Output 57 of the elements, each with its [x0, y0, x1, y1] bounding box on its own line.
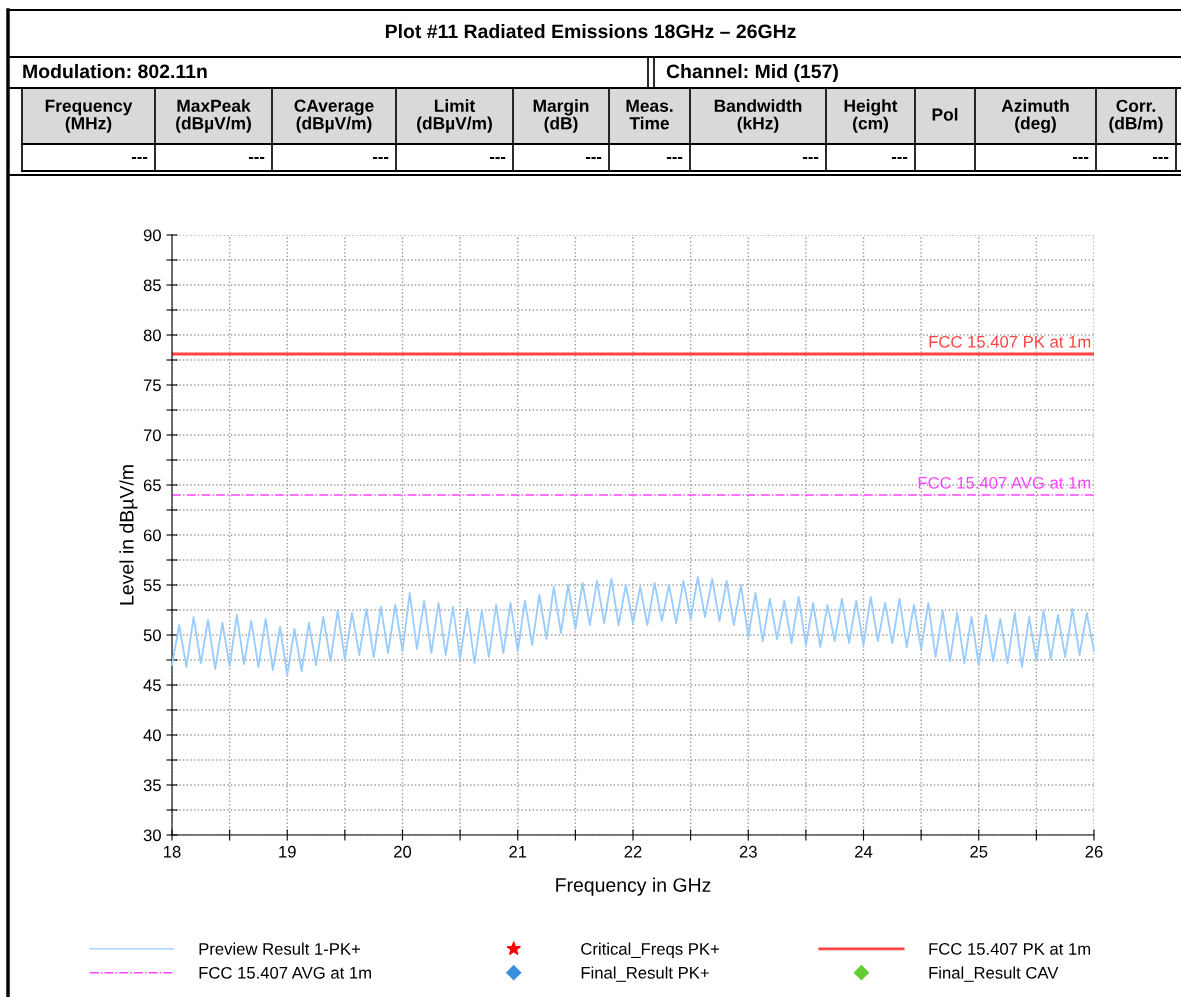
text: FCC 15.407 PK at 1m: [929, 943, 1091, 955]
chart-title: Plot #11 Radiated Emissions 18GHz – 26GHz: [385, 23, 796, 39]
y-axis-title: Level in dBµV/m: [119, 465, 138, 605]
legend-label: Preview Result 1-PK+: [199, 942, 360, 955]
text: CAverage (dBµV/m): [294, 99, 374, 133]
y-tick-label: 45: [143, 679, 161, 692]
y-tick-label: 90: [143, 229, 161, 242]
x-tick-label: 26: [1085, 845, 1103, 858]
text: FCC 15.407 AVG at 1m: [199, 966, 371, 979]
text: ---: [131, 156, 148, 159]
y-tick-label: 60: [143, 529, 161, 542]
x-tick-label: 18: [164, 845, 181, 858]
text: Azimuth (deg): [1001, 99, 1069, 133]
x-tick-label: 23: [739, 845, 757, 858]
text: ---: [1152, 156, 1169, 159]
text: Height (cm): [844, 99, 898, 133]
text: ---: [891, 156, 908, 159]
text: Margin (dB): [533, 99, 589, 133]
text: ---: [489, 156, 506, 159]
x-tick-label: 22: [624, 845, 642, 858]
text: Frequency (MHz): [45, 99, 133, 133]
text: Final_Result CAV: [929, 966, 1059, 982]
y-tick-label: 85: [143, 279, 161, 292]
text: Limit (dBµV/m): [417, 99, 492, 133]
y-tick-label: 65: [143, 479, 161, 492]
y-tick-label: 50: [143, 629, 161, 642]
text: Bandwidth (kHz): [714, 99, 802, 133]
y-tick-label: 35: [143, 779, 161, 792]
y-tick-label: 70: [143, 429, 161, 442]
x-tick-label: 24: [855, 845, 873, 858]
y-tick-label: 75: [143, 379, 161, 392]
text: Meas. Time: [626, 99, 673, 130]
text: ---: [802, 156, 819, 159]
line-series: [171, 576, 1095, 676]
x-tick-label: 25: [970, 845, 988, 858]
text: Corr. (dB/m): [1109, 99, 1163, 133]
ref-line-label: FCC 15.407 PK at 1m: [929, 335, 1091, 348]
text: ---: [1072, 156, 1089, 159]
y-tick-label: 40: [143, 729, 161, 742]
y-tick-label: 55: [143, 579, 161, 592]
text: Channel: Mid (157): [666, 63, 838, 83]
text: Final_Result PK+: [581, 966, 709, 982]
x-tick-label: 20: [394, 845, 412, 858]
ref-line-label: FCC 15.407 AVG at 1m: [918, 476, 1091, 489]
x-tick-label: 21: [509, 845, 527, 858]
text: MaxPeak (dBµV/m): [176, 99, 251, 133]
text: Modulation: 802.11n: [23, 63, 207, 79]
text: Critical_Freqs PK+: [581, 942, 719, 959]
text: Pol: [932, 107, 958, 121]
y-tick-label: 30: [143, 829, 161, 842]
x-tick-label: 19: [279, 845, 296, 858]
text: ---: [372, 156, 389, 159]
text: ---: [585, 156, 602, 159]
text: ---: [666, 156, 683, 159]
text: ---: [248, 156, 265, 159]
x-axis-title: Frequency in GHz: [556, 877, 711, 896]
y-tick-label: 80: [143, 329, 161, 342]
